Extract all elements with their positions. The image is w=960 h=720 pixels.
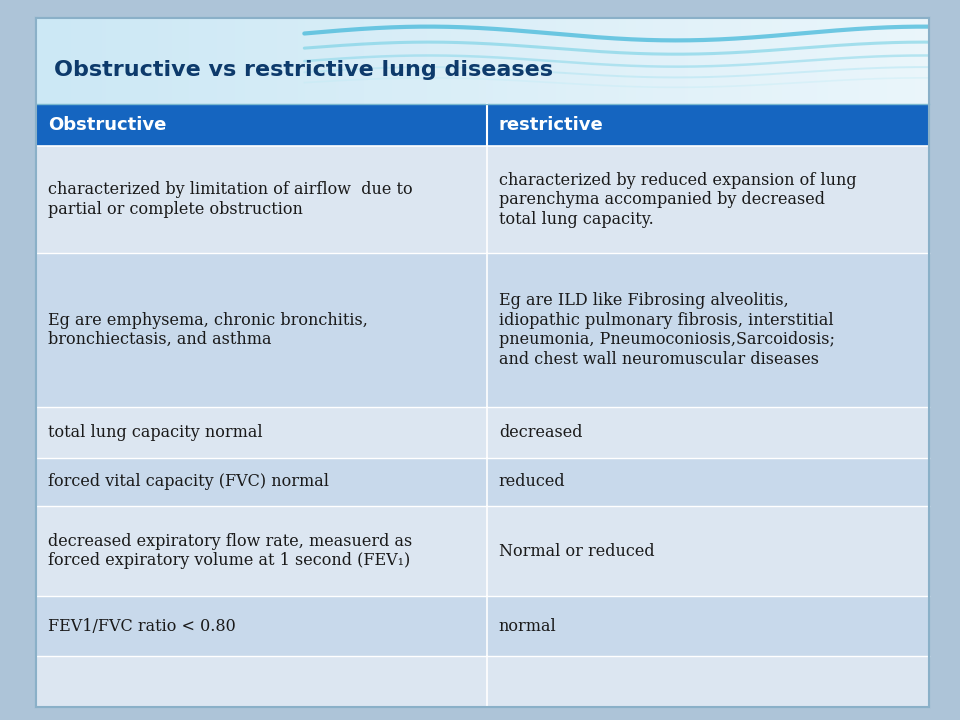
Text: total lung capacity normal: total lung capacity normal <box>48 424 263 441</box>
Text: decreased: decreased <box>499 424 583 441</box>
Text: Obstructive: Obstructive <box>48 116 166 134</box>
Text: forced vital capacity (FVC) normal: forced vital capacity (FVC) normal <box>48 474 329 490</box>
Text: reduced: reduced <box>499 474 565 490</box>
Text: decreased expiratory flow rate, measuerd as
forced expiratory volume at 1 second: decreased expiratory flow rate, measuerd… <box>48 533 412 570</box>
Text: restrictive: restrictive <box>499 116 604 134</box>
Text: characterized by limitation of airflow  due to
partial or complete obstruction: characterized by limitation of airflow d… <box>48 181 413 218</box>
Text: FEV1/FVC ratio < 0.80: FEV1/FVC ratio < 0.80 <box>48 618 236 634</box>
Text: characterized by reduced expansion of lung
parenchyma accompanied by decreased
t: characterized by reduced expansion of lu… <box>499 171 856 228</box>
Text: Eg are ILD like Fibrosing alveolitis,
idiopathic pulmonary fibrosis, interstitia: Eg are ILD like Fibrosing alveolitis, id… <box>499 292 835 368</box>
Text: Obstructive vs restrictive lung diseases: Obstructive vs restrictive lung diseases <box>55 60 553 80</box>
Text: Normal or reduced: Normal or reduced <box>499 543 655 559</box>
Text: normal: normal <box>499 618 557 634</box>
Text: Eg are emphysema, chronic bronchitis,
bronchiectasis, and asthma: Eg are emphysema, chronic bronchitis, br… <box>48 312 368 348</box>
